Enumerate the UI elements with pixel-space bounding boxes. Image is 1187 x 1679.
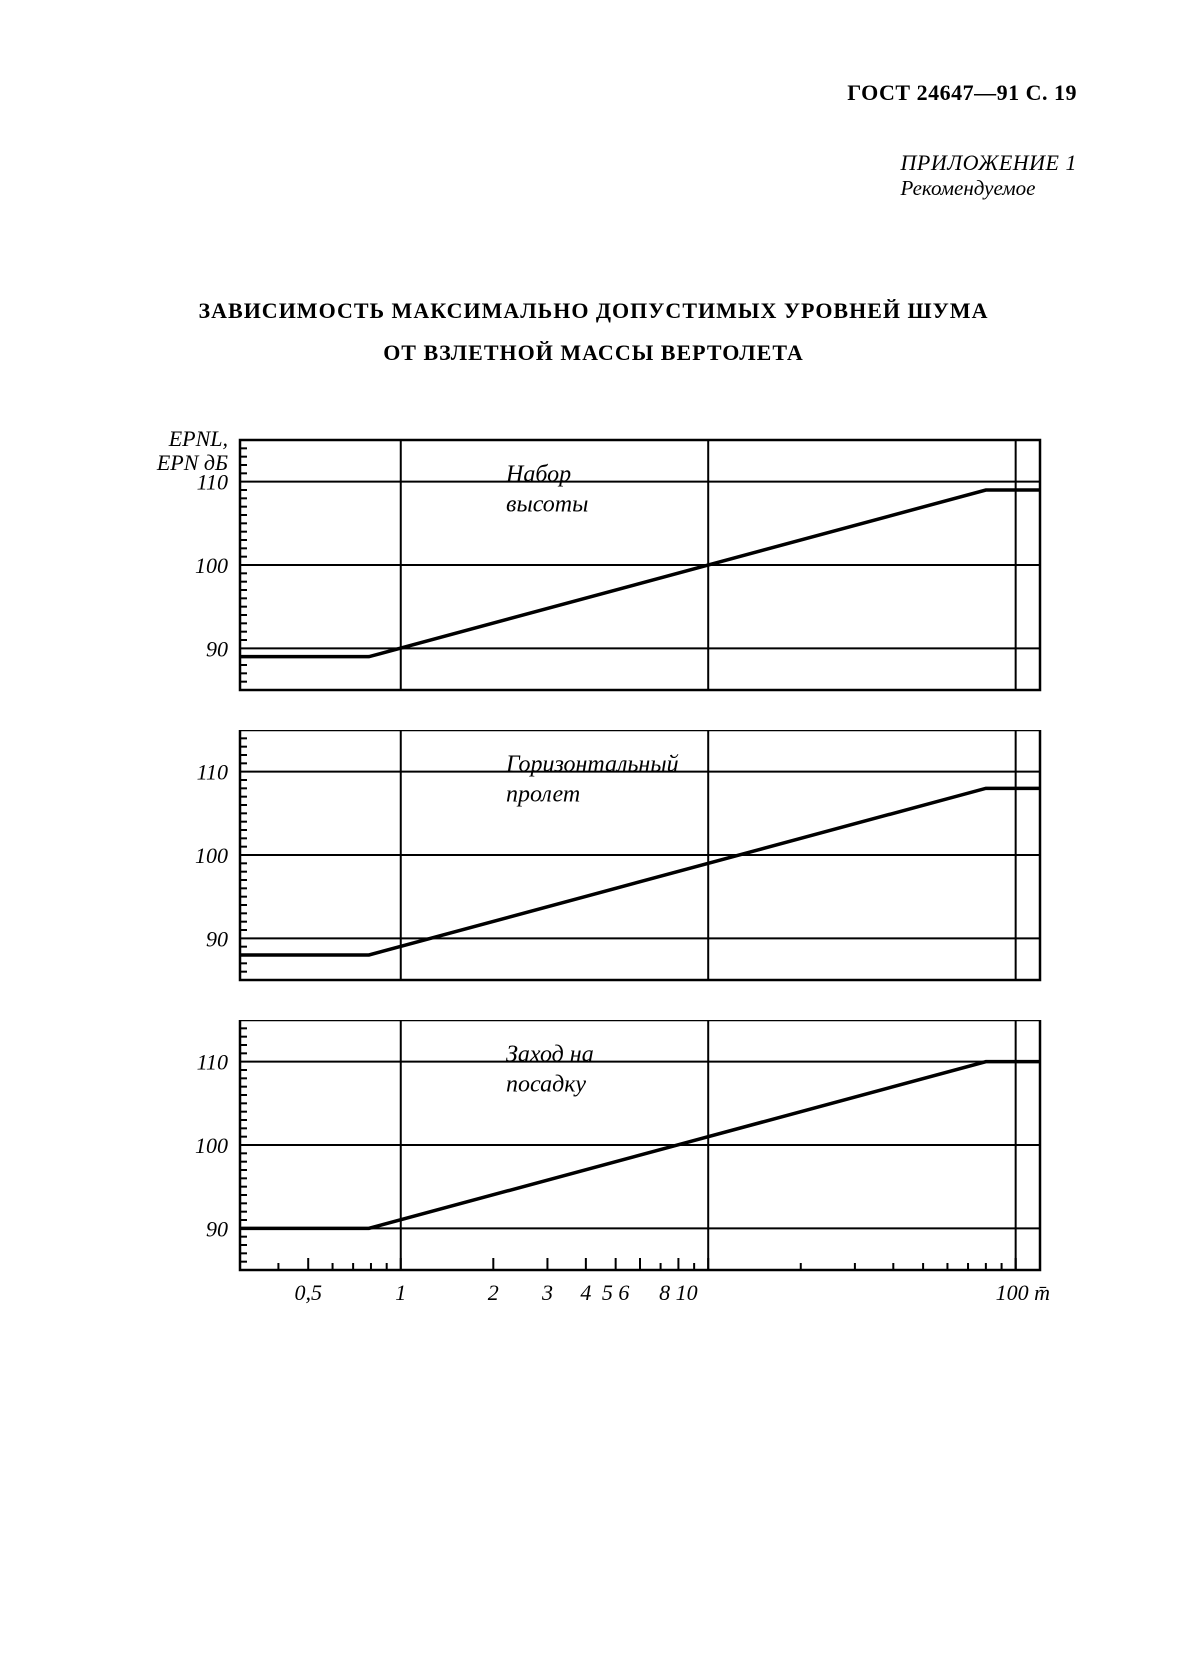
chart-block-2: 90 100 110 Заход на посадку 0,5 1 2 3 4 5 6 8 10 100…: [150, 1020, 1050, 1315]
y-tick-label: 90: [206, 1216, 228, 1241]
doc-id: ГОСТ 24647—91 С. 19: [847, 80, 1077, 106]
x-tick-label: 100 m̄: [996, 1280, 1050, 1305]
panel-label-line1: Набор: [505, 462, 571, 488]
page-title: ЗАВИСИМОСТЬ МАКСИМАЛЬНО ДОПУСТИМЫХ УРОВН…: [0, 290, 1187, 374]
chart-block-1: 90 100 110 Горизонтальный пролет: [150, 730, 1050, 990]
appendix-line2: Рекомендуемое: [901, 176, 1077, 201]
charts-container: 90 100 110 EPNL,EPN дБ Набор высоты 90 100 110 Го…: [150, 430, 1050, 1345]
title-line2: ОТ ВЗЛЕТНОЙ МАССЫ ВЕРТОЛЕТА: [0, 332, 1187, 374]
x-tick-label: 4: [580, 1280, 591, 1305]
x-tick-label: 8 10: [659, 1280, 698, 1305]
y-tick-label: 100: [195, 553, 228, 578]
title-line1: ЗАВИСИМОСТЬ МАКСИМАЛЬНО ДОПУСТИМЫХ УРОВН…: [0, 290, 1187, 332]
panel-label-line2: пролет: [506, 782, 580, 808]
y-tick-label: 90: [206, 636, 228, 661]
appendix-block: ПРИЛОЖЕНИЕ 1 Рекомендуемое: [901, 150, 1077, 201]
panel-label-line1: Горизонтальный: [505, 752, 679, 778]
chart-panel-0: 90100110EPNL,EPN дБНаборвысоты: [150, 430, 1050, 700]
noise-curve: [240, 490, 1040, 657]
x-tick-label: 1: [395, 1280, 406, 1305]
y-tick-label: 90: [206, 926, 228, 951]
y-tick-label: 100: [195, 1133, 228, 1158]
y-tick-label: 110: [197, 1050, 228, 1075]
x-tick-label: 5 6: [602, 1280, 630, 1305]
chart-block-0: 90100110EPNL,EPN дБНаборвысоты: [150, 430, 1050, 700]
appendix-line1: ПРИЛОЖЕНИЕ 1: [901, 150, 1077, 176]
x-tick-label: 0,5: [294, 1280, 322, 1305]
y-axis-title-1: EPNL,: [168, 430, 228, 451]
chart-panel-2: 90 100 110 Заход на посадку 0,5 1 2 3 4 5 6 8 10 100…: [150, 1020, 1050, 1315]
panel-label-line1: Заход на: [506, 1042, 594, 1068]
panel-label-line2: посадку: [506, 1072, 586, 1098]
y-tick-label: 110: [197, 760, 228, 785]
panel-label-line2: высоты: [506, 492, 588, 518]
x-tick-label: 2: [488, 1280, 499, 1305]
y-tick-label: 100: [195, 843, 228, 868]
y-axis-title-2: EPN дБ: [156, 450, 228, 475]
x-tick-label: 3: [541, 1280, 553, 1305]
chart-panel-1: 90 100 110 Горизонтальный пролет: [150, 730, 1050, 990]
noise-curve: [240, 788, 1040, 955]
